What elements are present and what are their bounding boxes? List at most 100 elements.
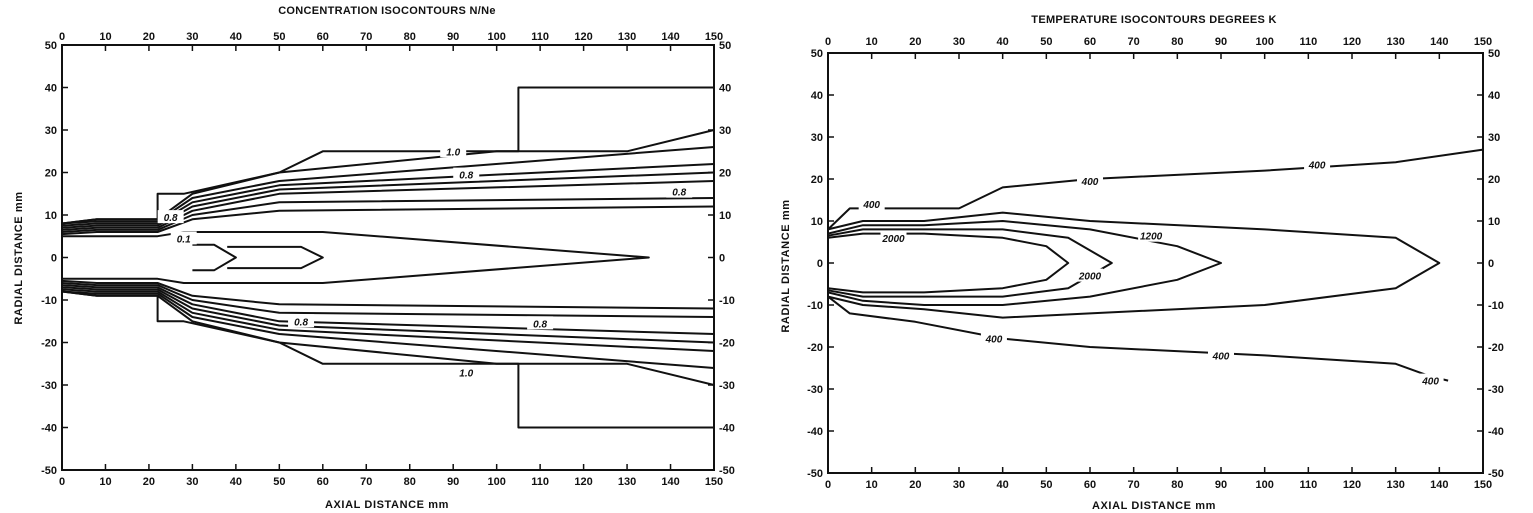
- contour-line: [61, 129, 715, 225]
- y-tick-label-right: -10: [719, 295, 735, 307]
- x-tick-label-bottom: 90: [1215, 479, 1227, 491]
- x-tick-label-bottom: 20: [909, 479, 921, 491]
- x-tick-label-top: 30: [186, 31, 198, 43]
- plot-frame: [827, 52, 1484, 474]
- y-tick-label-right: 40: [719, 83, 731, 95]
- contour-label-background: [858, 197, 885, 211]
- y-tick-label-left: 0: [817, 258, 823, 270]
- x-tick-label-top: 100: [1255, 36, 1273, 48]
- contour-line: [61, 282, 715, 318]
- contour-label-background: [1304, 157, 1331, 171]
- x-tick-label-top: 110: [1299, 36, 1317, 48]
- chart-title: CONCENTRATION ISOCONTOURS N/Ne: [278, 5, 496, 17]
- contour-label: 0.8: [164, 213, 178, 224]
- y-tick-label-left: -30: [807, 384, 823, 396]
- y-tick-label-left: -30: [41, 380, 57, 392]
- contour-label-background: [1208, 348, 1234, 362]
- x-tick-label-bottom: 80: [404, 476, 416, 488]
- contour-line: [827, 220, 1222, 306]
- y-tick-label-left: 50: [45, 40, 57, 52]
- contour-line: [227, 245, 324, 270]
- x-axis-title: AXIAL DISTANCE mm: [1092, 500, 1216, 512]
- x-tick-label-bottom: 20: [143, 476, 155, 488]
- contour-label: 1.0: [459, 368, 473, 379]
- x-tick-label-bottom: 110: [1299, 479, 1317, 491]
- x-tick-label-bottom: 60: [1084, 479, 1096, 491]
- contour-label-background: [1077, 174, 1103, 188]
- y-tick-label-right: -20: [719, 338, 735, 350]
- y-tick-label-right: -30: [1488, 384, 1504, 396]
- contour-line: [827, 232, 1070, 294]
- x-tick-label-bottom: 70: [360, 476, 372, 488]
- y-tick-label-left: 20: [45, 168, 57, 180]
- contour-label: 400: [985, 335, 1003, 346]
- contour-line: [61, 290, 715, 369]
- x-tick-label-top: 30: [953, 36, 965, 48]
- x-tick-label-top: 80: [1171, 36, 1183, 48]
- y-tick-label-left: -50: [41, 465, 57, 477]
- contour-line: [61, 288, 715, 352]
- x-tick-label-bottom: 140: [1430, 479, 1448, 491]
- x-tick-label-bottom: 130: [1386, 479, 1404, 491]
- x-tick-label-top: 20: [909, 36, 921, 48]
- contour-label-background: [170, 231, 197, 245]
- x-tick-label-top: 40: [230, 31, 242, 43]
- x-tick-label-bottom: 120: [1343, 479, 1361, 491]
- y-tick-label-left: 0: [51, 253, 57, 265]
- x-tick-label-bottom: 120: [574, 476, 592, 488]
- x-tick-label-top: 120: [574, 31, 592, 43]
- contour-line: [827, 148, 1484, 231]
- x-tick-label-top: 140: [661, 31, 679, 43]
- contour-line: [62, 231, 650, 284]
- contour-label-background: [1138, 228, 1165, 242]
- x-tick-label-top: 40: [997, 36, 1009, 48]
- x-tick-label-bottom: 150: [705, 476, 723, 488]
- contour-label-background: [666, 184, 693, 198]
- contour-line: [61, 290, 714, 429]
- contour-line: [827, 228, 1113, 298]
- contour-line: [192, 243, 237, 272]
- x-tick-label-bottom: 0: [825, 479, 831, 491]
- y-tick-label-left: -10: [807, 300, 823, 312]
- contour-label: 400: [1308, 160, 1326, 171]
- x-tick-label-bottom: 10: [866, 479, 878, 491]
- x-tick-label-top: 10: [866, 36, 878, 48]
- contour-label: 1200: [1140, 232, 1163, 243]
- y-tick-label-right: 10: [1488, 216, 1500, 228]
- x-tick-label-bottom: 100: [1255, 479, 1273, 491]
- y-tick-label-left: 30: [45, 125, 57, 137]
- y-tick-label-left: 30: [811, 132, 823, 144]
- contour-line: [61, 284, 715, 335]
- contour-label: 0.1: [177, 234, 191, 245]
- x-tick-label-bottom: 60: [317, 476, 329, 488]
- y-axis-title: RADIAL DISTANCE mm: [13, 191, 25, 324]
- x-tick-label-bottom: 110: [531, 476, 549, 488]
- y-tick-label-left: -20: [807, 342, 823, 354]
- y-tick-label-right: -30: [719, 380, 735, 392]
- plot-frame: [61, 44, 715, 471]
- x-tick-label-top: 140: [1430, 36, 1448, 48]
- contour-label: 400: [1212, 351, 1230, 362]
- x-tick-label-bottom: 10: [99, 476, 111, 488]
- x-tick-label-bottom: 130: [618, 476, 636, 488]
- x-tick-label-top: 10: [99, 31, 111, 43]
- x-tick-label-top: 100: [487, 31, 505, 43]
- contour-label: 2000: [1078, 272, 1102, 283]
- x-tick-label-top: 90: [447, 31, 459, 43]
- x-tick-label-bottom: 50: [1040, 479, 1052, 491]
- x-tick-label-bottom: 80: [1171, 479, 1183, 491]
- contour-label-background: [288, 314, 315, 328]
- y-tick-label-right: 20: [1488, 174, 1500, 186]
- x-tick-label-top: 20: [143, 31, 155, 43]
- y-tick-label-right: 50: [1488, 48, 1500, 60]
- x-tick-label-top: 80: [404, 31, 416, 43]
- contour-line: [61, 279, 715, 310]
- y-tick-label-right: -50: [1488, 468, 1504, 480]
- y-tick-label-right: -40: [719, 423, 735, 435]
- x-tick-label-bottom: 70: [1128, 479, 1140, 491]
- x-axis-title: AXIAL DISTANCE mm: [325, 499, 449, 511]
- contour-label: 0.8: [672, 188, 686, 199]
- x-tick-label-top: 150: [1474, 36, 1492, 48]
- x-tick-label-top: 60: [1084, 36, 1096, 48]
